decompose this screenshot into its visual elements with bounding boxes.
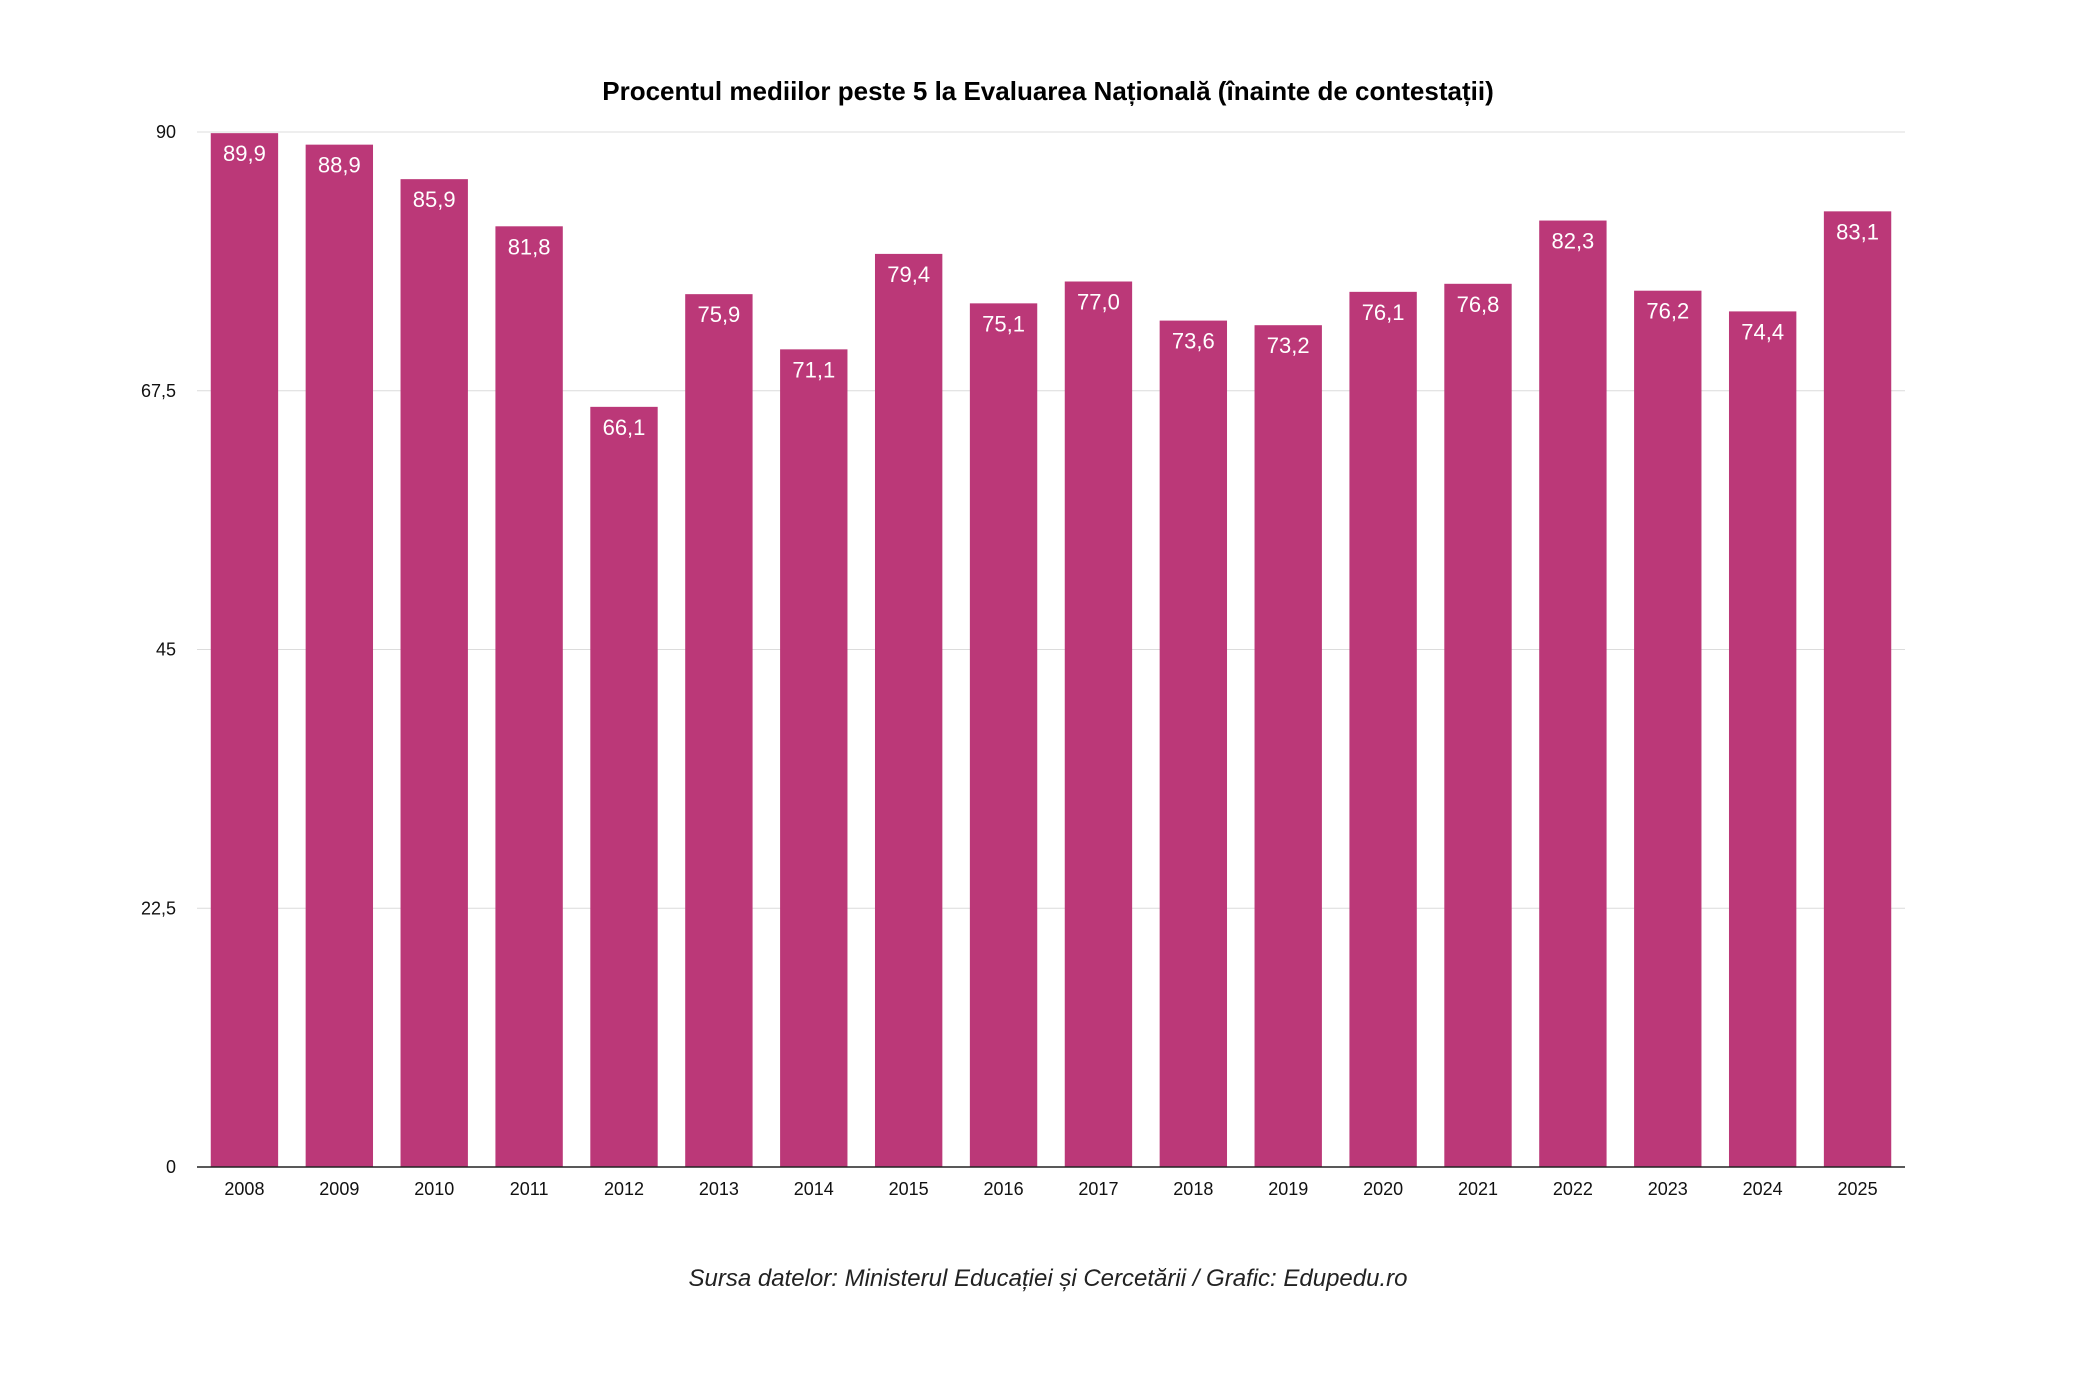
bar-2014 [780, 349, 848, 1168]
data-label-2013: 75,9 [697, 302, 740, 327]
data-label-2023: 76,2 [1646, 299, 1689, 324]
bar-2021 [1444, 283, 1512, 1167]
bar-2017 [1064, 281, 1133, 1167]
data-label-2008: 89,9 [223, 141, 266, 166]
y-tick-label: 45 [156, 640, 176, 660]
data-label-2014: 71,1 [792, 357, 835, 382]
gridlines [197, 131, 1905, 909]
data-label-2011: 81,8 [508, 234, 551, 259]
x-tick-label: 2014 [794, 1179, 834, 1199]
bar-2013 [685, 294, 753, 1167]
y-axis-ticks: 0 22,5 45 67,5 90 [141, 122, 176, 1177]
x-tick-label: 2013 [699, 1179, 739, 1199]
x-tick-label: 2021 [1458, 1179, 1498, 1199]
x-tick-label: 2020 [1363, 1179, 1403, 1199]
data-label-2010: 85,9 [413, 187, 456, 212]
source-note: Sursa datelor: Ministerul Educației și C… [689, 1265, 1408, 1292]
x-tick-label: 2015 [889, 1179, 929, 1199]
bar-2025 [1823, 211, 1892, 1168]
y-tick-label: 0 [166, 1157, 176, 1177]
x-tick-label: 2024 [1743, 1179, 1783, 1199]
data-label-2022: 82,3 [1551, 229, 1594, 254]
data-label-2015: 79,4 [887, 262, 930, 287]
data-label-2025: 83,1 [1836, 219, 1879, 244]
x-tick-label: 2017 [1078, 1179, 1118, 1199]
x-tick-label: 2022 [1553, 1179, 1593, 1199]
data-label-2019: 73,2 [1267, 333, 1310, 358]
x-tick-label: 2016 [984, 1179, 1024, 1199]
bars: 89,9 88,9 85,9 81,8 66,1 75,9 71,1 79,4 75,1 77,0… [210, 133, 1892, 1168]
x-tick-label: 2011 [510, 1179, 549, 1199]
data-label-2021: 76,8 [1457, 292, 1500, 317]
x-tick-label: 2025 [1838, 1179, 1878, 1199]
x-axis-ticks: 2008 2009 2010 2011 2012 2013 2014 2015 2016 2017… [224, 1179, 1877, 1199]
bar-2011 [495, 226, 563, 1168]
x-tick-label: 2023 [1648, 1179, 1688, 1199]
x-tick-label: 2019 [1268, 1179, 1308, 1199]
data-label-2018: 73,6 [1172, 329, 1215, 354]
chart-title: Procentul mediilor peste 5 la Evaluarea … [602, 76, 1493, 106]
bar-2023 [1634, 290, 1702, 1167]
data-label-2016: 75,1 [982, 311, 1025, 336]
bar-2009 [305, 144, 374, 1167]
bar-2024 [1728, 311, 1797, 1167]
bar-2020 [1349, 291, 1417, 1168]
bar-2016 [969, 303, 1038, 1168]
y-tick-label: 67,5 [141, 381, 176, 401]
data-label-2009: 88,9 [318, 153, 361, 178]
bar-2018 [1159, 320, 1228, 1168]
y-tick-label: 22,5 [141, 898, 176, 918]
x-tick-label: 2009 [319, 1179, 359, 1199]
bar-2019 [1254, 325, 1322, 1167]
y-tick-label: 90 [156, 122, 176, 142]
x-tick-label: 2008 [224, 1179, 264, 1199]
x-tick-label: 2018 [1173, 1179, 1213, 1199]
data-label-2020: 76,1 [1362, 300, 1405, 325]
data-label-2012: 66,1 [603, 415, 646, 440]
x-tick-label: 2012 [604, 1179, 644, 1199]
bar-2012 [590, 406, 658, 1168]
x-tick-label: 2010 [414, 1179, 454, 1199]
data-label-2024: 74,4 [1741, 319, 1784, 344]
bar-2008 [210, 133, 279, 1167]
bar-2022 [1539, 220, 1607, 1168]
data-label-2017: 77,0 [1077, 290, 1120, 315]
bar-2015 [874, 253, 943, 1167]
bar-2010 [400, 179, 468, 1167]
